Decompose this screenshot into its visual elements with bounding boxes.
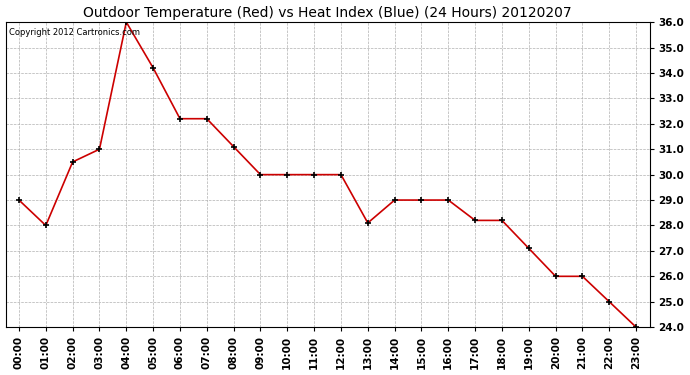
- Text: Copyright 2012 Cartronics.com: Copyright 2012 Cartronics.com: [9, 28, 140, 37]
- Title: Outdoor Temperature (Red) vs Heat Index (Blue) (24 Hours) 20120207: Outdoor Temperature (Red) vs Heat Index …: [83, 6, 572, 20]
